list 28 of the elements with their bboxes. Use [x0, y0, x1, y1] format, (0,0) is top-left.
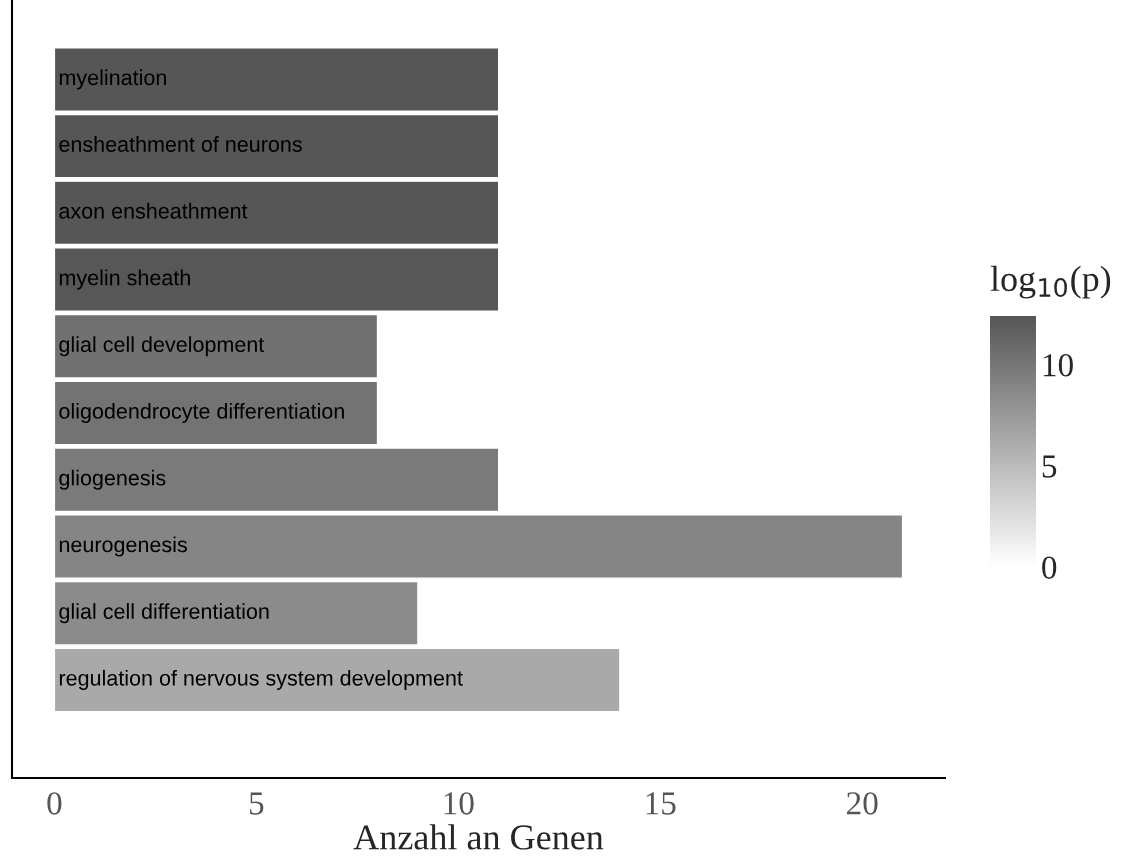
- color-bar-label: 10: [1043, 353, 1073, 377]
- y-tick-label: gliogenesis: [59, 469, 166, 490]
- bar: [53, 380, 379, 446]
- color-bar-title: log$_{10}$(p): [990, 265, 1111, 299]
- y-tick-label: glial cell differentiation: [59, 603, 269, 624]
- y-tick-label: myelin sheath: [59, 269, 190, 290]
- x-tick-label: 0: [47, 792, 62, 815]
- bar: [53, 580, 419, 646]
- x-tick-label: 10: [444, 792, 474, 815]
- x-axis-title: Anzahl an Genen: [353, 824, 604, 850]
- y-tick-label: regulation of nervous system development: [59, 669, 463, 690]
- color-bar-label: 0: [1042, 556, 1057, 579]
- y-tick-label: oligodendrocyte differentiation: [59, 402, 344, 424]
- y-tick-label: neurogenesis: [59, 536, 187, 557]
- y-tick-label: glial cell development: [59, 336, 265, 357]
- bar: [53, 647, 621, 713]
- y-tick-label: myelination: [59, 69, 166, 90]
- bar: [53, 514, 904, 579]
- bar: [53, 447, 500, 513]
- y-tick-label: axon ensheathment: [59, 202, 248, 219]
- bar: [53, 313, 379, 379]
- x-tick-label: 15: [646, 792, 676, 815]
- bar: [53, 247, 500, 312]
- bar: [53, 47, 500, 112]
- color-bar-label: 5: [1042, 455, 1057, 478]
- x-tick-label: 5: [249, 792, 264, 815]
- y-tick-label: ensheathment of neurons: [59, 136, 302, 152]
- x-tick-label: 20: [847, 792, 878, 815]
